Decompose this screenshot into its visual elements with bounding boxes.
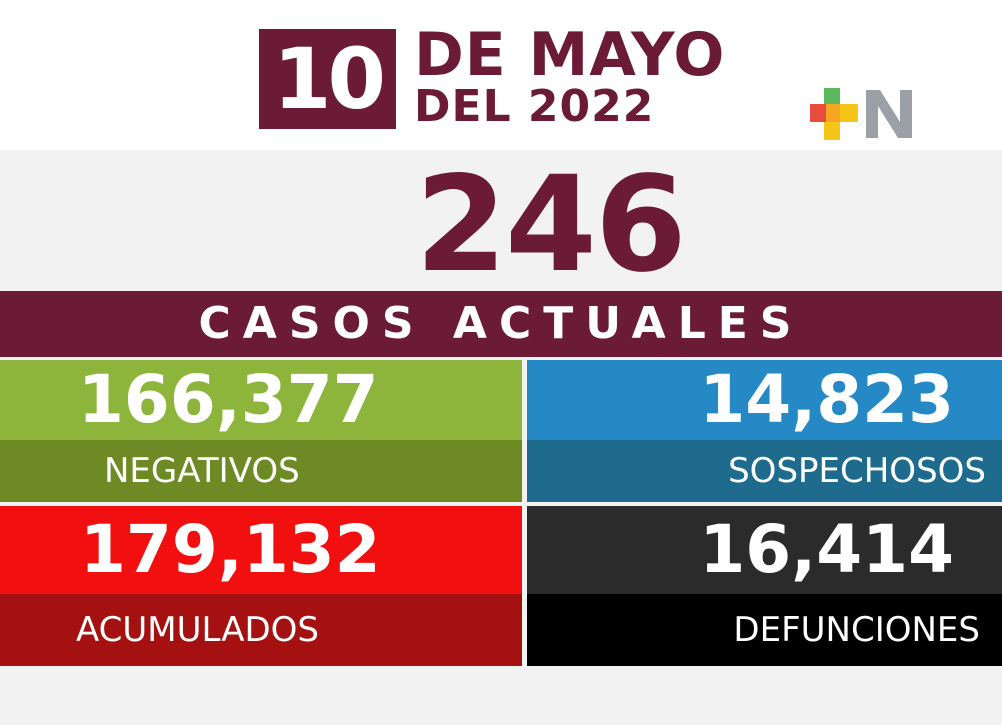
negatives-label: NEGATIVOS: [104, 451, 300, 491]
deaths-value: 16,414: [527, 506, 1002, 594]
suspects-label: SOSPECHOSOS: [728, 451, 986, 491]
current-cases-value: 246: [415, 148, 687, 302]
plus-n-logo-icon: [810, 88, 912, 140]
header: 10 DE MAYO DEL 2022: [0, 0, 1002, 150]
date-year: DEL 2022: [414, 81, 655, 132]
date-month: DE MAYO: [414, 20, 726, 90]
date-day: 10: [259, 29, 396, 129]
deaths-label: DEFUNCIONES: [733, 610, 980, 650]
accumulated-value: 179,132: [0, 506, 522, 594]
accumulated-label: ACUMULADOS: [76, 610, 320, 650]
deaths-panel: 16,414 DEFUNCIONES: [527, 506, 1002, 666]
negatives-panel: 166,377 NEGATIVOS: [0, 360, 522, 502]
accumulated-panel: 179,132 ACUMULADOS: [0, 506, 522, 666]
current-cases-label: CASOS ACTUALES: [0, 291, 1002, 357]
negatives-value: 166,377: [0, 360, 522, 440]
suspects-value: 14,823: [527, 360, 1002, 440]
suspects-panel: 14,823 SOSPECHOSOS: [527, 360, 1002, 502]
